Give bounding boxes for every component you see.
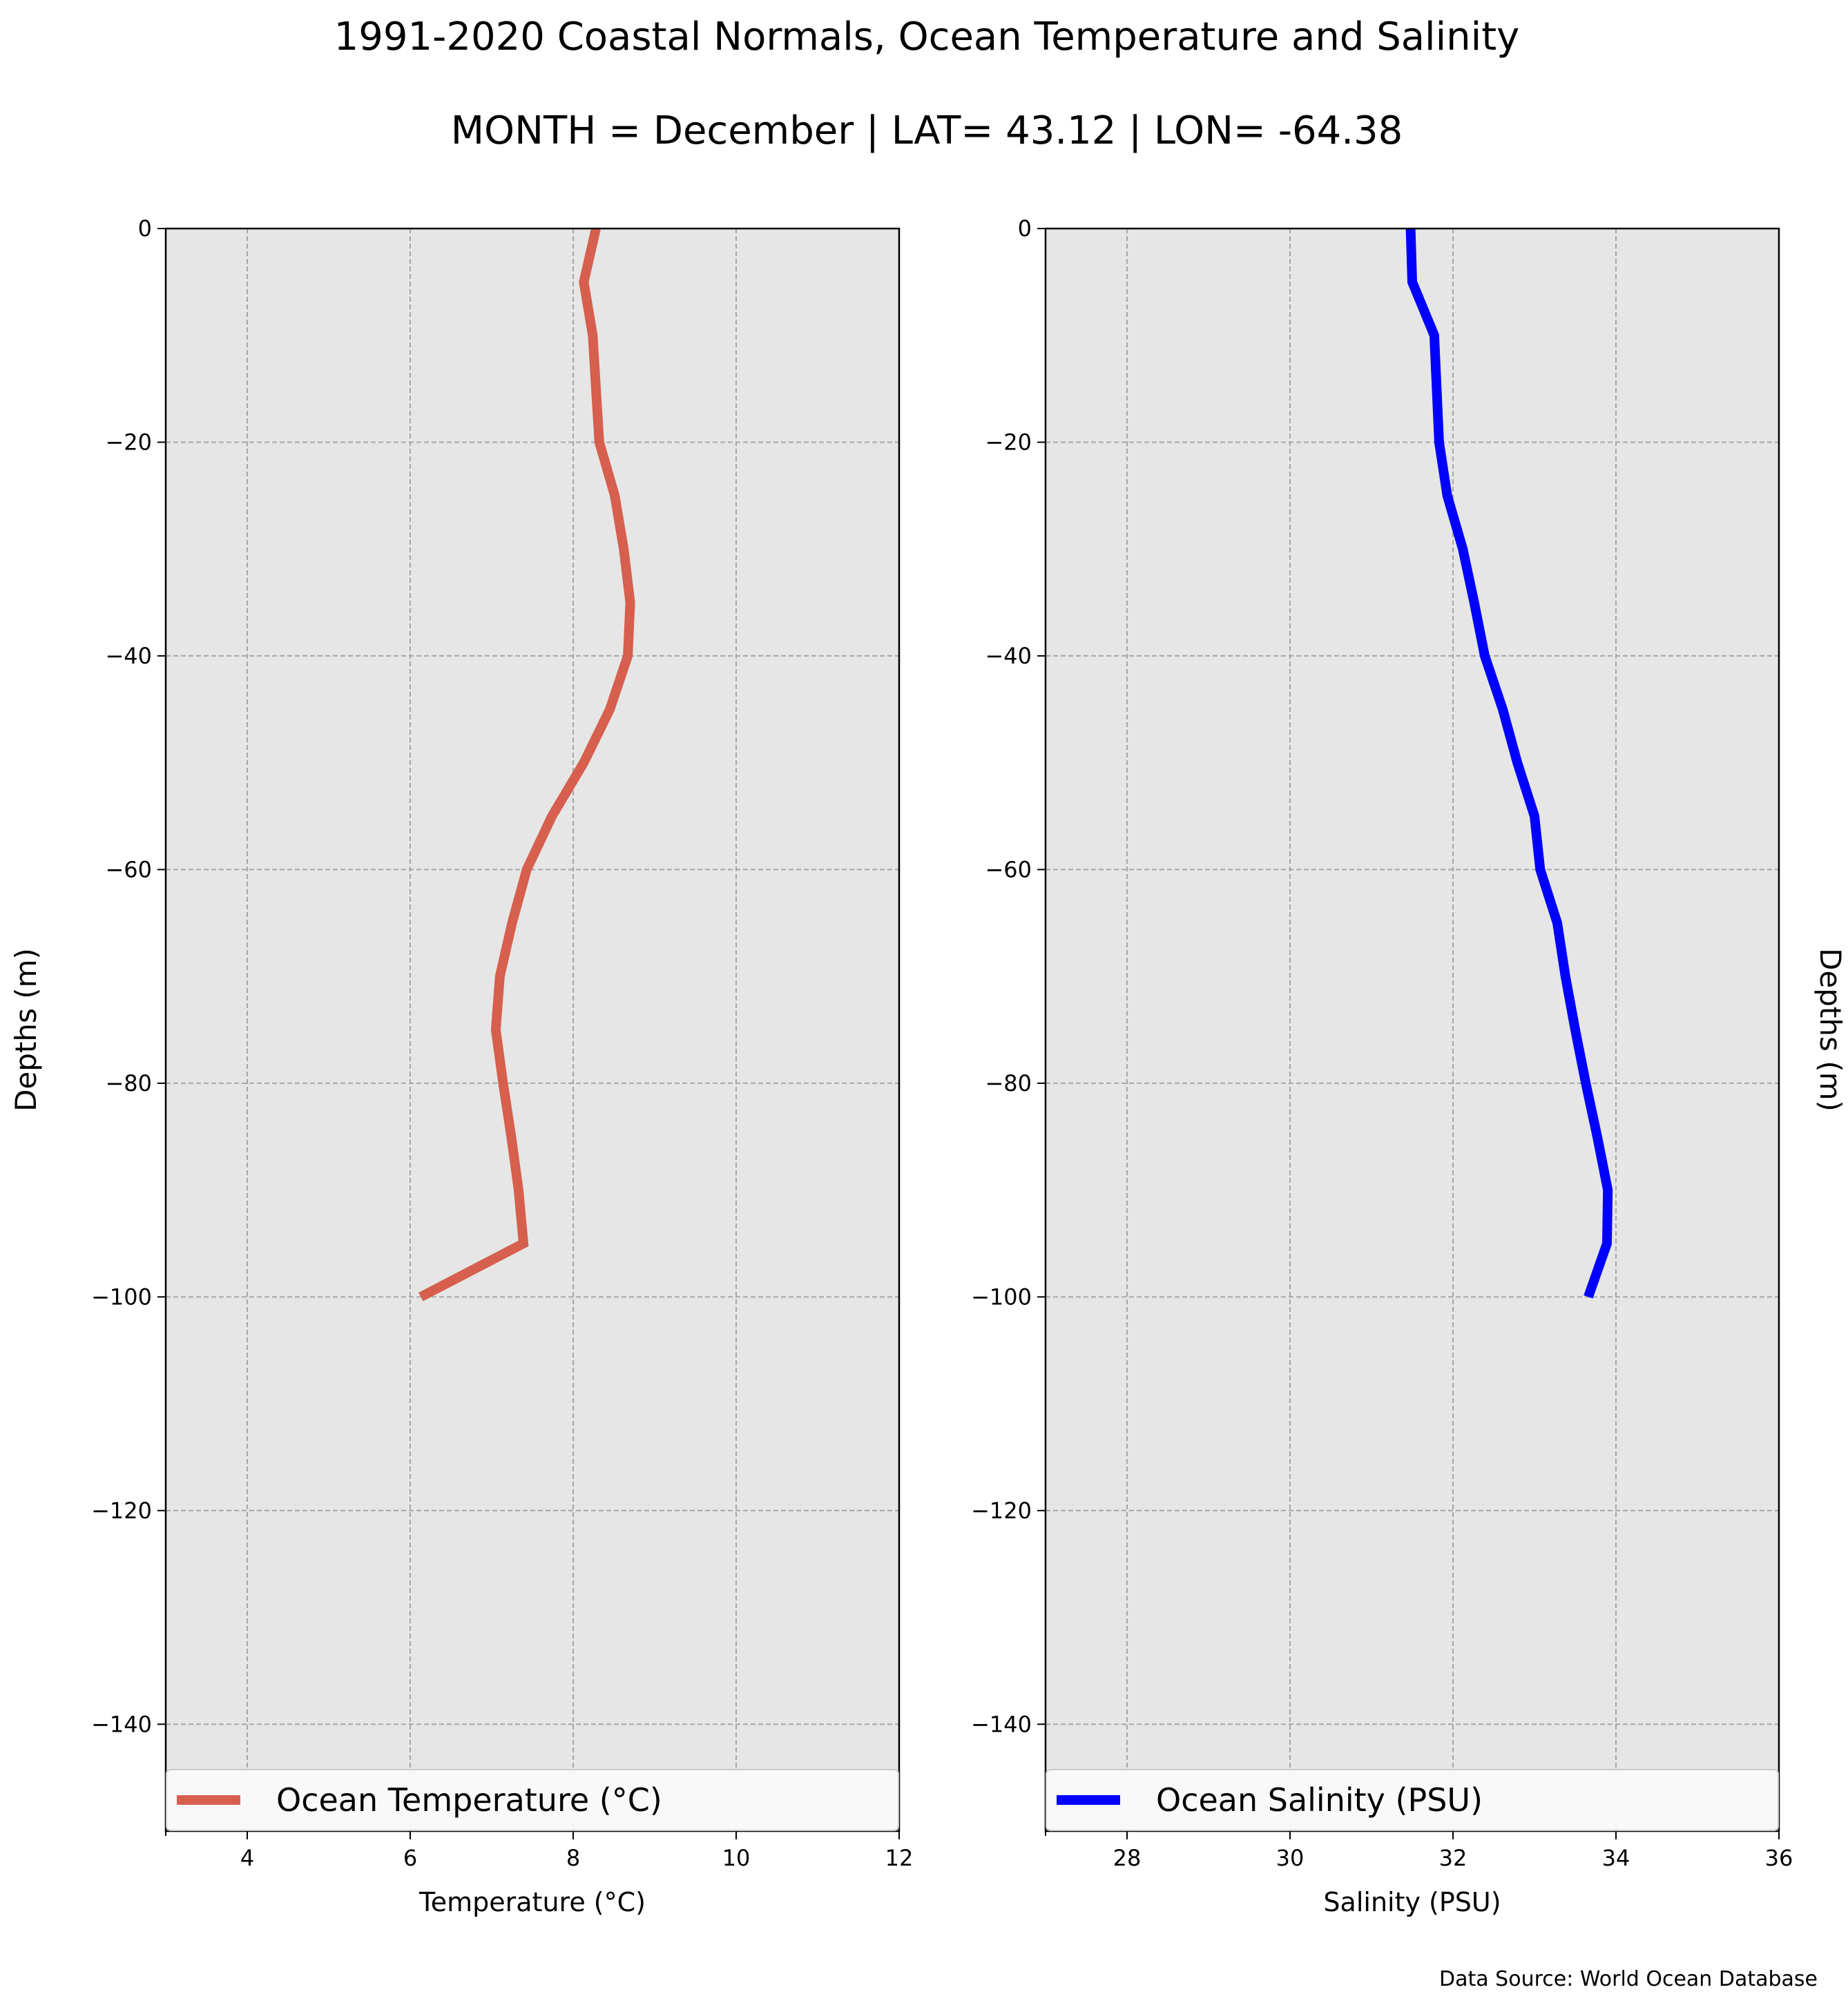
x-tick-label: 6 bbox=[403, 1845, 417, 1871]
y-tick-label: −80 bbox=[105, 1070, 152, 1096]
y-tick-label: −60 bbox=[105, 856, 152, 882]
legend-label: Ocean Temperature (°C) bbox=[276, 1781, 662, 1819]
y-tick-label: −20 bbox=[105, 429, 152, 455]
y-axis-label: Depths (m) bbox=[1813, 948, 1847, 1112]
x-axis-label: Salinity (PSU) bbox=[1323, 1887, 1501, 1917]
y-axis-label: Depths (m) bbox=[9, 948, 43, 1112]
figure-title: 1991-2020 Coastal Normals, Ocean Tempera… bbox=[334, 14, 1520, 59]
x-tick-label: 30 bbox=[1276, 1845, 1305, 1871]
y-tick-label: 0 bbox=[138, 215, 152, 242]
y-tick-label: −60 bbox=[985, 856, 1032, 882]
figure-subtitle: MONTH = December | LAT= 43.12 | LON= -64… bbox=[451, 108, 1403, 153]
legend-box bbox=[166, 1769, 899, 1831]
y-tick-label: −120 bbox=[91, 1498, 152, 1524]
y-tick-label: −100 bbox=[91, 1284, 152, 1310]
y-tick-label: −40 bbox=[985, 643, 1032, 669]
y-tick-label: −40 bbox=[105, 643, 152, 669]
y-tick-label: −20 bbox=[985, 429, 1032, 455]
x-tick-label: 10 bbox=[722, 1845, 751, 1871]
y-tick-label: −80 bbox=[985, 1070, 1032, 1096]
plot-area bbox=[166, 229, 899, 1831]
series-line-0 bbox=[1405, 228, 1613, 1299]
x-tick-label: 36 bbox=[1765, 1845, 1793, 1871]
x-axis-label: Temperature (°C) bbox=[418, 1887, 646, 1917]
x-tick-label: 12 bbox=[885, 1845, 914, 1871]
salinity-panel: 28 30 32 34 36 0 −20 −40 −60 −80 −100 −120 −140 Salin… bbox=[971, 215, 1847, 1917]
x-tick-label: 28 bbox=[1113, 1845, 1142, 1871]
legend-label: Ocean Salinity (PSU) bbox=[1156, 1781, 1483, 1819]
y-tick-label: −100 bbox=[971, 1284, 1032, 1310]
plot-area bbox=[1046, 229, 1779, 1831]
y-tick-label: 0 bbox=[1018, 215, 1032, 242]
temperature-panel: 4 6 8 10 12 0 −20 −40 −60 −80 −100 −120 −140 Temperat… bbox=[9, 215, 913, 1917]
y-tick-label: −140 bbox=[91, 1711, 152, 1737]
x-tick-label: 8 bbox=[566, 1845, 580, 1871]
x-tick-label: 32 bbox=[1439, 1845, 1467, 1871]
y-tick-label: −120 bbox=[971, 1498, 1032, 1524]
x-tick-label: 34 bbox=[1602, 1845, 1630, 1871]
y-tick-label: −140 bbox=[971, 1711, 1032, 1737]
x-tick-label: 4 bbox=[240, 1845, 254, 1871]
series-line-0 bbox=[418, 227, 635, 1302]
data-source-note: Data Source: World Ocean Database bbox=[1439, 1967, 1818, 1991]
legend-box bbox=[1046, 1769, 1779, 1831]
